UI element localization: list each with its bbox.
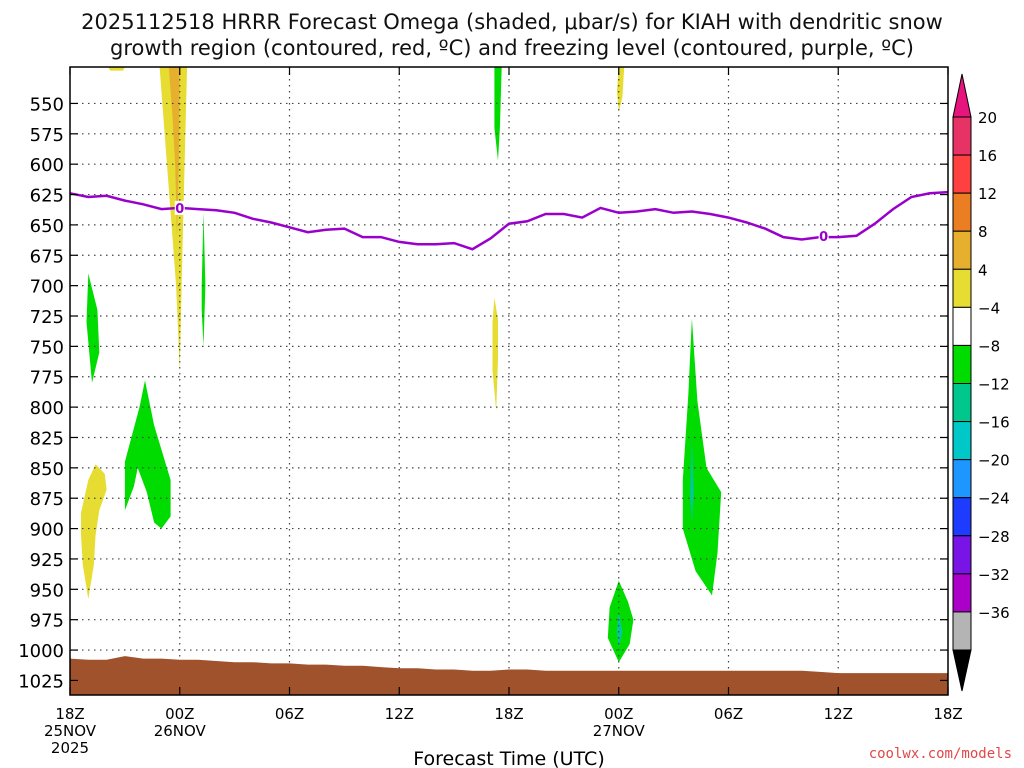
omega-region-2: [108, 67, 125, 71]
colorbar-label-11: −28: [978, 528, 1010, 546]
grid-lines: [70, 67, 948, 695]
plot-frame: [69, 66, 949, 696]
omega-region-9: [494, 67, 502, 161]
colorbar-bottom-arrow: [952, 649, 972, 692]
y-tick-label-4: 650: [30, 216, 64, 237]
x-tick-label-1-1: 26NOV: [154, 722, 207, 740]
x-tick-label-4-0: 18Z: [494, 705, 523, 723]
y-tick-label-5: 675: [30, 246, 64, 267]
y-tick-label-10: 800: [30, 398, 64, 419]
x-tick-label-0-0: 18Z: [55, 705, 84, 723]
colorbar-segment-6: [952, 344, 972, 384]
y-tick-label-7: 725: [30, 307, 64, 328]
y-axis: 550 575 600 625 650 675 700 725 750 775 800 825 850 8…: [18, 94, 948, 692]
colorbar-label-10: −24: [978, 490, 1010, 508]
colorbar-segment-5: [952, 306, 972, 346]
omega-region-11: [682, 318, 722, 596]
y-tick-label-13: 875: [30, 489, 64, 510]
colorbar-label-9: −20: [978, 452, 1010, 470]
y-tick-label-12: 850: [30, 459, 64, 480]
colorbar-segment-11: [952, 535, 972, 575]
chart-title-line2: growth region (contoured, red, ºC) and f…: [110, 36, 914, 60]
colorbar-segment-2: [952, 192, 972, 232]
y-tick-label-9: 775: [30, 368, 64, 389]
x-tick-label-1-0: 00Z: [165, 705, 194, 723]
colorbar-segment-3: [952, 230, 972, 270]
y-tick-label-15: 925: [30, 550, 64, 571]
colorbar-label-13: −36: [978, 604, 1010, 622]
freezing-level: 00: [69, 190, 949, 251]
omega-shading: [81, 67, 722, 663]
omega-region-7: [86, 273, 100, 383]
freezing-level-label-1: 0: [819, 230, 828, 245]
colorbar-label-6: −8: [978, 337, 1000, 355]
x-tick-label-8-0: 18Z: [933, 705, 962, 723]
colorbar-segment-10: [952, 497, 972, 537]
omega-region-0: [159, 67, 188, 371]
freezing-label-bg-0: [174, 200, 185, 215]
x-tick-label-5-0: 00Z: [604, 705, 633, 723]
colorbar-segment-9: [952, 459, 972, 499]
colorbar-label-4: 4: [978, 261, 988, 279]
y-tick-label-8: 750: [30, 337, 64, 358]
x-tick-label-6-0: 06Z: [714, 705, 743, 723]
x-axis-label: Forecast Time (UTC): [413, 748, 604, 768]
colorbar-label-1: 16: [978, 147, 997, 165]
omega-region-4: [81, 464, 107, 599]
y-tick-label-1: 575: [30, 125, 64, 146]
colorbar-label-5: −4: [978, 299, 1000, 317]
x-tick-label-0-1: 25NOV: [44, 722, 97, 740]
chart-title-line1: 2025112518 HRRR Forecast Omega (shaded, …: [81, 10, 943, 34]
colorbar-segment-7: [952, 383, 972, 423]
y-tick-label-6: 700: [30, 277, 64, 298]
freezing-label-bg-1: [818, 228, 829, 243]
x-tick-label-0-2: 2025: [51, 739, 89, 757]
colorbar-label-8: −16: [978, 414, 1010, 432]
y-tick-label-3: 625: [30, 186, 64, 207]
y-tick-label-19: 1025: [18, 671, 64, 692]
x-tick-label-7-0: 12Z: [824, 705, 853, 723]
colorbar-segment-12: [952, 573, 972, 613]
credit-text: coolwx.com/models: [869, 746, 1012, 762]
omega-region-6: [201, 212, 206, 347]
colorbar-label-0: 20: [978, 109, 997, 127]
omega-region-3: [616, 67, 625, 112]
y-tick-label-16: 950: [30, 580, 64, 601]
colorbar-segment-0: [952, 116, 972, 156]
y-tick-label-14: 900: [30, 520, 64, 541]
x-tick-label-3-0: 12Z: [385, 705, 414, 723]
colorbar-segment-8: [952, 421, 972, 461]
freezing-level-line: [69, 190, 949, 251]
colorbar-label-2: 12: [978, 185, 997, 203]
colorbar-label-3: 8: [978, 223, 988, 241]
colorbar-segment-13: [952, 611, 972, 651]
y-tick-label-11: 825: [30, 428, 64, 449]
omega-region-8: [124, 380, 171, 529]
y-tick-label-17: 975: [30, 611, 64, 632]
colorbar-segment-4: [952, 268, 972, 308]
y-tick-label-18: 1000: [18, 641, 64, 662]
omega-region-12: [690, 438, 694, 523]
omega-region-1: [168, 67, 180, 238]
x-tick-label-2-0: 06Z: [275, 705, 304, 723]
colorbar: 20 16 12 8 4 −4 −8 −12 −16 −20 −24 −28 −32 −36: [952, 73, 1010, 692]
freezing-level-label-0: 0: [175, 202, 184, 217]
y-tick-label-2: 600: [30, 155, 64, 176]
y-tick-label-0: 550: [30, 94, 64, 115]
x-tick-label-5-1: 27NOV: [593, 722, 646, 740]
surface-layer: [70, 656, 948, 695]
surface-area: [70, 656, 948, 695]
omega-region-5: [492, 297, 498, 411]
colorbar-label-12: −32: [978, 566, 1010, 584]
credit-label: coolwx.com/models: [868, 746, 1012, 762]
colorbar-segment-1: [952, 154, 972, 194]
colorbar-top-arrow: [952, 73, 972, 118]
colorbar-label-7: −12: [978, 376, 1010, 394]
